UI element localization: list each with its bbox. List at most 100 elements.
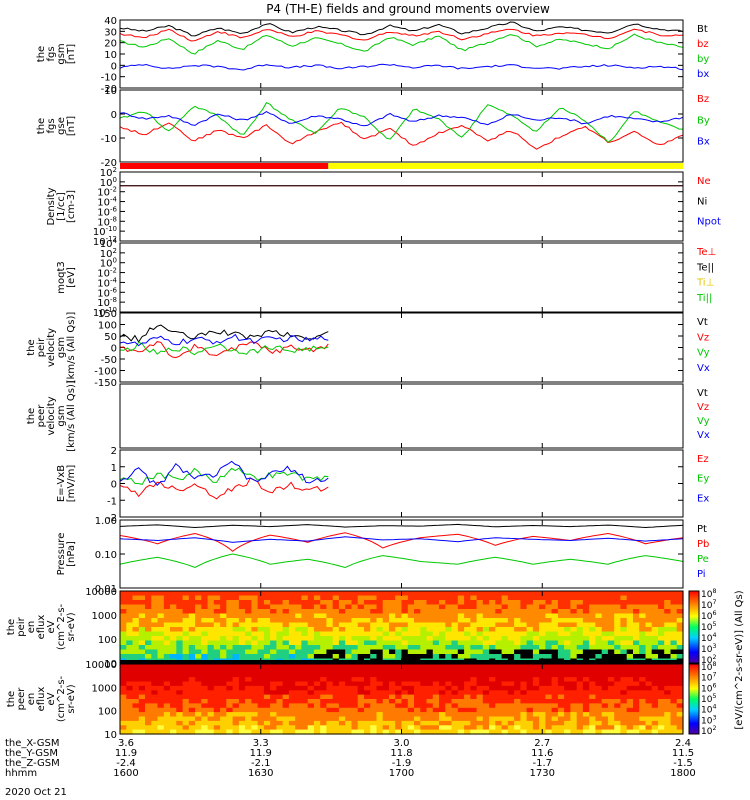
heat-cell: [439, 600, 446, 606]
heat-cell: [313, 729, 321, 735]
heat-cell: [151, 609, 159, 615]
heat-cell: [658, 703, 665, 709]
heat-cell: [539, 627, 546, 633]
heat-cell: [439, 681, 446, 687]
heat-cell: [420, 699, 428, 704]
heat-cell: [320, 604, 328, 610]
heat-cell: [170, 622, 177, 628]
heat-cell: [176, 707, 184, 713]
heat-cell: [338, 631, 346, 637]
heat-cell: [658, 712, 665, 718]
heat-cell: [338, 613, 346, 619]
heat-cell: [338, 627, 346, 633]
heat-cell: [439, 664, 446, 669]
heat-cell: [313, 664, 321, 669]
heat-cell: [557, 640, 565, 646]
heat-cell: [295, 694, 303, 700]
heat-cell: [307, 649, 315, 655]
heat-cell: [251, 668, 259, 674]
heat-cell: [576, 707, 584, 713]
heat-cell: [651, 609, 659, 615]
heat-cell: [589, 690, 597, 696]
heat-cell: [457, 677, 465, 683]
heat-cell: [614, 703, 622, 709]
heat-cell: [470, 613, 478, 619]
ytick-label: 0: [111, 344, 117, 355]
heat-cell: [201, 681, 209, 687]
heat-cell: [526, 690, 534, 696]
heat-cell: [582, 729, 590, 735]
legend-by: by: [697, 54, 709, 65]
heat-cell: [576, 627, 584, 633]
heat-cell: [238, 685, 246, 691]
heat-cell: [639, 694, 647, 700]
heat-cell: [351, 729, 359, 735]
heat-cell: [439, 707, 446, 713]
ylabel-fgs-gsm: thefgsgsm[nT]: [36, 43, 77, 64]
heat-cell: [332, 654, 340, 660]
heat-cell: [532, 595, 540, 601]
heat-cell: [551, 636, 559, 642]
heat-cell: [470, 631, 478, 637]
heat-cell: [220, 729, 227, 735]
heat-cell: [245, 707, 252, 713]
heat-cell: [132, 703, 140, 709]
heat-cell: [451, 640, 459, 646]
heat-cell: [414, 654, 421, 660]
heat-cell: [432, 707, 440, 713]
heat-cell: [163, 707, 171, 713]
heat-cell: [226, 609, 234, 615]
heat-cell: [664, 649, 672, 655]
heat-cell: [232, 591, 240, 597]
heat-cell: [576, 664, 584, 669]
frame-fgs-gsm: [119, 19, 684, 89]
heat-cell: [670, 672, 678, 678]
heat-cell: [313, 631, 321, 637]
heat-cell: [432, 672, 440, 678]
heat-cell: [551, 699, 559, 704]
heat-cell: [332, 600, 340, 606]
heat-cell: [570, 613, 578, 619]
heat-cell: [220, 600, 227, 606]
heat-cell: [282, 725, 290, 731]
heat-cell: [545, 609, 553, 615]
heat-cell: [607, 595, 615, 601]
heat-cell: [263, 622, 271, 628]
heat-cell: [245, 699, 252, 704]
heat-cell: [370, 645, 378, 651]
heat-cell: [495, 649, 503, 655]
heat-cell: [664, 725, 672, 731]
heat-cell: [270, 677, 277, 683]
heat-cell: [407, 636, 415, 642]
heat-cell: [670, 707, 678, 713]
heat-cell: [120, 703, 127, 709]
heat-cell: [126, 720, 134, 726]
heat-cell: [263, 685, 271, 691]
heat-cell: [620, 609, 628, 615]
heat-cell: [145, 604, 152, 610]
heat-cell: [201, 699, 209, 704]
heat-cell: [420, 672, 428, 678]
mode-bar-yellow: [328, 163, 683, 169]
heat-cell: [120, 712, 127, 718]
heat-cell: [639, 636, 647, 642]
heat-cell: [370, 631, 378, 637]
heat-cell: [495, 716, 503, 722]
legend-Vy: Vy: [697, 348, 710, 359]
panel-peir-velocity: thepeirvelocitygsm[km/s (All Qs)] 1501005…: [26, 309, 710, 389]
heat-cell: [620, 729, 628, 735]
axis-value: 1800: [670, 768, 695, 779]
series-Vz: [119, 341, 329, 359]
heat-cell: [551, 595, 559, 601]
heat-cell: [288, 627, 296, 633]
heat-cell: [489, 668, 496, 674]
heat-cell: [188, 631, 196, 637]
heat-cell: [395, 604, 403, 610]
heat-cell: [645, 640, 653, 646]
heat-cell: [120, 640, 127, 646]
heat-cell: [163, 600, 171, 606]
heat-cell: [626, 645, 634, 651]
heat-cell: [382, 613, 390, 619]
heat-cell: [620, 681, 628, 687]
heat-cell: [614, 609, 622, 615]
